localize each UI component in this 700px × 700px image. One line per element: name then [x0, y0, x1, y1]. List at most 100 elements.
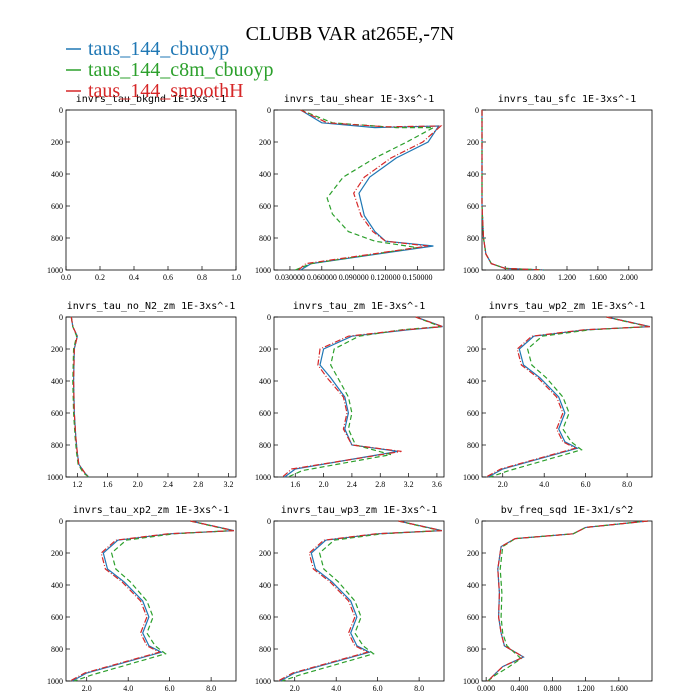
y-tick-label: 200 — [467, 549, 479, 558]
y-tick-label: 0 — [475, 313, 479, 322]
x-tick-label: 2.0 — [133, 480, 143, 489]
y-tick-label: 400 — [467, 581, 479, 590]
y-tick-label: 400 — [467, 170, 479, 179]
plot-frame — [65, 520, 237, 682]
legend-item: taus_144_cbuoyp — [66, 38, 229, 60]
y-tick-label: 200 — [51, 345, 63, 354]
series-line-taus_144_c8m_cbuoyp — [74, 520, 233, 682]
x-tick-label: 0.000 — [477, 684, 495, 693]
y-tick-label: 0 — [475, 106, 479, 115]
panel-title: invrs_tau_xp2_zm 1E-3xs^-1 — [73, 505, 230, 516]
series-line-taus_144_c8m_cbuoyp — [490, 316, 649, 478]
legend: taus_144_cbuoyptaus_144_c8m_cbuoyptaus_1… — [66, 38, 274, 102]
figure-title: CLUBB VAR at265E,-7N — [246, 23, 455, 45]
y-tick-label: 600 — [467, 613, 479, 622]
x-tick-label: 2.8 — [375, 480, 385, 489]
y-tick-label: 600 — [259, 409, 271, 418]
y-tick-label: 400 — [467, 377, 479, 386]
panel-5: invrs_tau_zm 1E-3xs^-1 0 200 400 600 800 1000 1… — [255, 301, 445, 489]
x-tick-label: 1.6 — [290, 480, 300, 489]
plot-frame — [65, 316, 237, 478]
y-tick-label: 800 — [467, 441, 479, 450]
y-tick-label: 600 — [467, 202, 479, 211]
series-line-taus_144_cbuoyp — [487, 520, 648, 682]
series-line-taus_144_smoothH — [69, 520, 235, 682]
y-tick-label: 600 — [467, 409, 479, 418]
y-tick-label: 600 — [259, 613, 271, 622]
x-tick-label: 0.090000 — [339, 273, 369, 282]
x-tick-label: 2.000 — [620, 273, 638, 282]
x-tick-label: 0.2 — [95, 273, 105, 282]
panel-title: invrs_tau_wp2_zm 1E-3xs^-1 — [489, 301, 646, 312]
y-tick-label: 400 — [259, 170, 271, 179]
legend-item: taus_144_smoothH — [66, 80, 244, 102]
y-tick-label: 0 — [59, 106, 63, 115]
y-tick-label: 1000 — [47, 266, 63, 275]
x-tick-label: 0.030000 — [275, 273, 305, 282]
plot-frame — [481, 316, 653, 478]
x-tick-label: 3.2 — [223, 480, 233, 489]
x-tick-label: 1.6 — [103, 480, 113, 489]
panel-8: invrs_tau_wp3_zm 1E-3xs^-1 0 200 400 600 800 1… — [255, 505, 445, 693]
x-tick-label: 0.120000 — [371, 273, 401, 282]
y-tick-label: 200 — [467, 138, 479, 147]
y-tick-label: 400 — [51, 170, 63, 179]
x-tick-label: 1.600 — [589, 273, 607, 282]
x-tick-label: 2.0 — [290, 684, 300, 693]
x-tick-label: 0.150000 — [402, 273, 432, 282]
panel-6: invrs_tau_wp2_zm 1E-3xs^-1 0 200 400 600 800 1… — [463, 301, 653, 489]
y-tick-label: 600 — [51, 613, 63, 622]
y-tick-label: 800 — [259, 234, 271, 243]
series-line-taus_144_cbuoyp — [71, 520, 235, 682]
panel-7: invrs_tau_xp2_zm 1E-3xs^-1 0 200 400 600 800 1… — [47, 505, 237, 693]
panel-2: invrs_tau_shear 1E-3xs^-1 0 200 400 600 800 10… — [255, 94, 445, 282]
y-tick-label: 400 — [259, 581, 271, 590]
y-tick-label: 600 — [51, 409, 63, 418]
x-tick-label: 0.4 — [129, 273, 139, 282]
y-tick-label: 400 — [259, 377, 271, 386]
y-tick-label: 800 — [259, 645, 271, 654]
series-line-taus_144_cbuoyp — [481, 110, 544, 271]
x-tick-label: 2.0 — [319, 480, 329, 489]
series-line-taus_144_smoothH — [70, 316, 90, 478]
series-line-taus_144_c8m_cbuoyp — [287, 316, 441, 478]
panel-title: invrs_tau_shear 1E-3xs^-1 — [284, 94, 435, 105]
plot-frame — [481, 109, 653, 271]
series-line-taus_144_cbuoyp — [487, 316, 651, 478]
y-tick-label: 1000 — [47, 473, 63, 482]
series-line-taus_144_c8m_cbuoyp — [487, 520, 648, 682]
x-tick-label: 3.2 — [404, 480, 414, 489]
x-tick-label: 0.6 — [163, 273, 173, 282]
panel-title: invrs_tau_zm 1E-3xs^-1 — [293, 301, 425, 312]
y-tick-label: 200 — [51, 138, 63, 147]
panel-title: invrs_tau_no_N2_zm 1E-3xs^-1 — [67, 301, 236, 312]
x-tick-label: 3.6 — [432, 480, 442, 489]
x-tick-label: 1.600 — [610, 684, 628, 693]
plot-frame — [65, 109, 237, 271]
series-line-taus_144_smoothH — [481, 110, 544, 271]
y-tick-label: 1000 — [47, 677, 63, 686]
x-tick-label: 1.0 — [231, 273, 241, 282]
x-tick-label: 2.0 — [498, 480, 508, 489]
x-tick-label: 0.060000 — [307, 273, 337, 282]
plot-frame — [273, 520, 445, 682]
x-tick-label: 2.4 — [163, 480, 173, 489]
series-line-taus_144_smoothH — [487, 520, 648, 682]
y-tick-label: 1000 — [255, 677, 271, 686]
y-tick-label: 200 — [467, 345, 479, 354]
panel-1: invrs_tau_bkgnd 1E-3xs^-1 0 200 400 600 800 10… — [47, 94, 241, 282]
plot-frame — [273, 316, 445, 478]
y-tick-label: 0 — [59, 517, 63, 526]
x-tick-label: 1.200 — [558, 273, 576, 282]
y-tick-label: 800 — [51, 645, 63, 654]
x-tick-label: 0.8 — [197, 273, 207, 282]
y-tick-label: 600 — [51, 202, 63, 211]
y-tick-label: 0 — [59, 313, 63, 322]
panel-title: invrs_tau_wp3_zm 1E-3xs^-1 — [281, 505, 438, 516]
legend-label: taus_144_smoothH — [88, 80, 244, 102]
x-tick-label: 2.0 — [82, 684, 92, 693]
y-tick-label: 1000 — [255, 473, 271, 482]
legend-label: taus_144_cbuoyp — [88, 38, 229, 60]
y-tick-label: 1000 — [463, 677, 479, 686]
